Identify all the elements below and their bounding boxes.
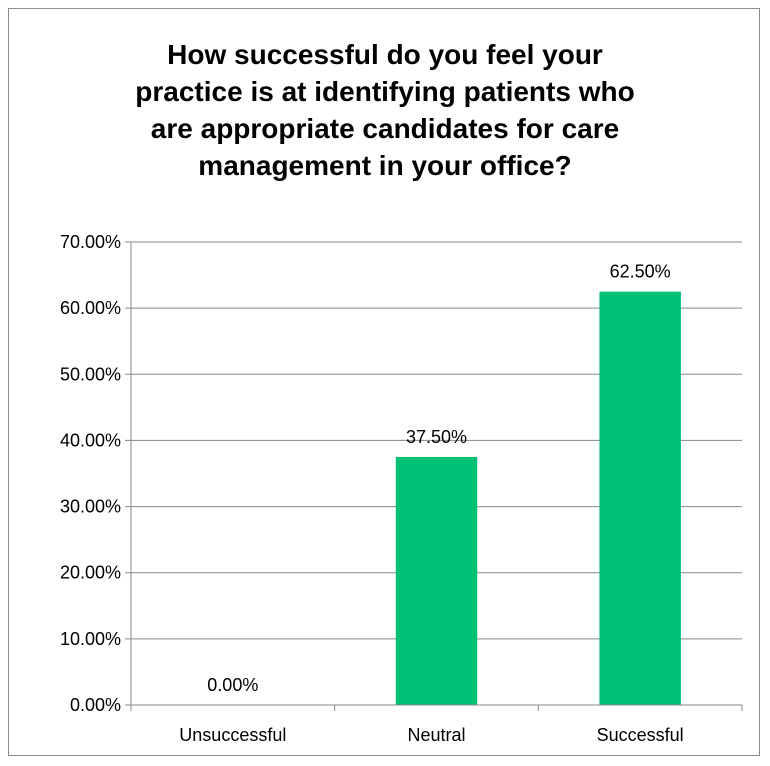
- category-label-successful: Successful: [597, 725, 684, 745]
- data-label-successful: 62.50%: [610, 262, 671, 282]
- chart-title-line-3: are appropriate candidates for care: [150, 113, 620, 144]
- bar-neutral: [395, 456, 478, 705]
- y-tick-label-2: 20.00%: [60, 563, 121, 583]
- y-tick-label-3: 30.00%: [60, 497, 121, 517]
- bar-successful: [599, 291, 681, 705]
- chart-frame: How successful do you feel your practice…: [8, 8, 760, 756]
- bar-chart-plot: 0.00% 10.00% 20.00% 30.00% 40.00% 50.00% 60.00…: [60, 232, 743, 745]
- data-label-neutral: 37.50%: [406, 427, 467, 447]
- chart-title-line-1: How successful do you feel your: [167, 39, 603, 70]
- y-tick-label-6: 60.00%: [60, 298, 121, 318]
- y-tick-label-7: 70.00%: [60, 232, 121, 252]
- y-tick-label-1: 10.00%: [60, 629, 121, 649]
- y-tick-label-0: 0.00%: [70, 695, 121, 715]
- y-tick-label-5: 50.00%: [60, 364, 121, 384]
- category-label-unsuccessful: Unsuccessful: [179, 725, 286, 745]
- data-label-unsuccessful: 0.00%: [207, 675, 258, 695]
- chart-title: How successful do you feel your practice…: [9, 36, 761, 184]
- chart-title-line-4: management in your office?: [198, 150, 572, 181]
- category-label-neutral: Neutral: [407, 725, 465, 745]
- y-tick-label-4: 40.00%: [60, 430, 121, 450]
- chart-title-line-2: practice is at identifying patients who: [135, 76, 635, 107]
